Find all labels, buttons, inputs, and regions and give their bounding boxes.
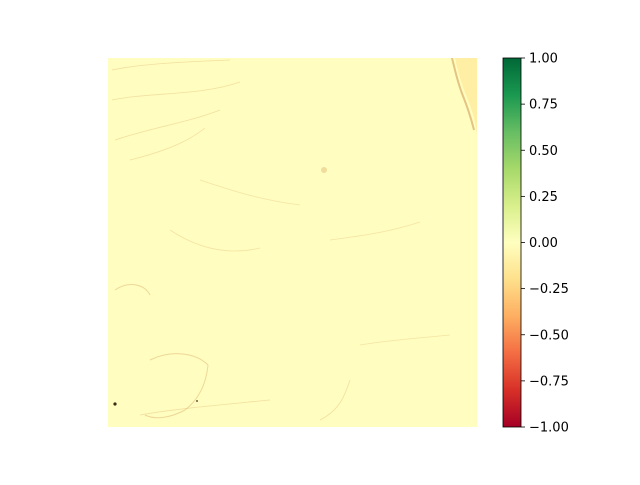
- heatmap-background: [108, 58, 477, 427]
- colorbar-tick-label: −0.75: [529, 374, 569, 389]
- colorbar-tick-label: 0.50: [529, 144, 558, 159]
- terrain-spot: [321, 167, 327, 173]
- river-feature: [455, 58, 477, 136]
- colorbar-tick-label: 1.00: [529, 52, 558, 67]
- terrain-texture-center: [169, 179, 451, 346]
- colorbar-tick-label: −1.00: [529, 421, 569, 436]
- colorbar-tick-label: −0.25: [529, 282, 569, 297]
- river-channel: [451, 58, 475, 131]
- terrain-texture-northwest: [111, 59, 241, 161]
- colorbar-tick-label: 0.00: [529, 236, 558, 251]
- colorbar: 1.00 0.75 0.50 0.25 0.00 −0.25 −0.50 −0.75 −1.00: [502, 52, 569, 436]
- terrain-texture-southwest: [114, 284, 209, 419]
- colorbar-tick-label: 0.75: [529, 98, 558, 113]
- terrain-texture-bottom: [139, 379, 351, 421]
- heatmap-image: [108, 58, 477, 427]
- colorbar-ticks: 1.00 0.75 0.50 0.25 0.00 −0.25 −0.50 −0.75 −1.00: [521, 52, 569, 436]
- colorbar-gradient: [503, 58, 521, 427]
- colorbar-tick-label: −0.50: [529, 328, 569, 343]
- colorbar-tick-label: 0.25: [529, 190, 558, 205]
- dark-speck: [196, 400, 198, 402]
- dark-speck: [113, 402, 117, 406]
